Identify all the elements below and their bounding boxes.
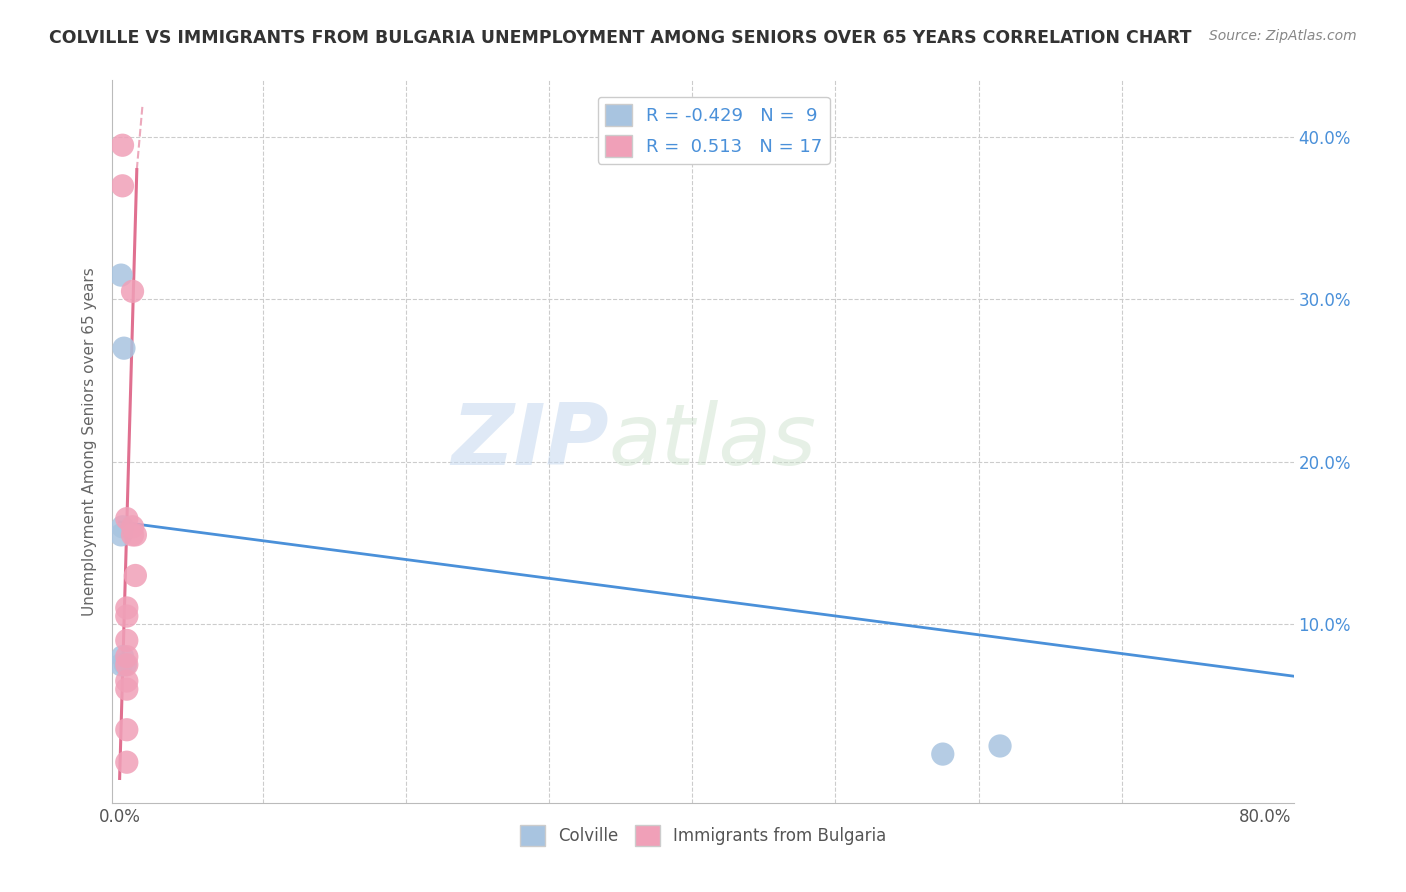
Point [121, 528, 143, 542]
Point [110, 657, 132, 672]
Point [988, 739, 1011, 753]
Point [115, 723, 138, 737]
Point [110, 528, 132, 542]
Point [124, 528, 146, 542]
Point [115, 682, 138, 697]
Point [115, 649, 138, 664]
Point [115, 633, 138, 648]
Point [111, 138, 134, 153]
Point [115, 609, 138, 624]
Text: Source: ZipAtlas.com: Source: ZipAtlas.com [1209, 29, 1357, 43]
Point [121, 285, 143, 299]
Text: ZIP: ZIP [451, 400, 609, 483]
Point [111, 178, 134, 193]
Point [115, 673, 138, 688]
Point [115, 755, 138, 769]
Point [115, 657, 138, 672]
Point [932, 747, 955, 761]
Text: COLVILLE VS IMMIGRANTS FROM BULGARIA UNEMPLOYMENT AMONG SENIORS OVER 65 YEARS CO: COLVILLE VS IMMIGRANTS FROM BULGARIA UNE… [49, 29, 1192, 46]
Point [115, 601, 138, 615]
Point [110, 268, 132, 282]
Point [112, 341, 135, 355]
Point [114, 657, 136, 672]
Y-axis label: Unemployment Among Seniors over 65 years: Unemployment Among Seniors over 65 years [82, 268, 97, 615]
Text: atlas: atlas [609, 400, 817, 483]
Legend: Colville, Immigrants from Bulgaria: Colville, Immigrants from Bulgaria [513, 819, 893, 852]
Point [111, 520, 134, 534]
Point [121, 520, 143, 534]
Point [115, 511, 138, 525]
Point [111, 649, 134, 664]
Point [124, 568, 146, 582]
